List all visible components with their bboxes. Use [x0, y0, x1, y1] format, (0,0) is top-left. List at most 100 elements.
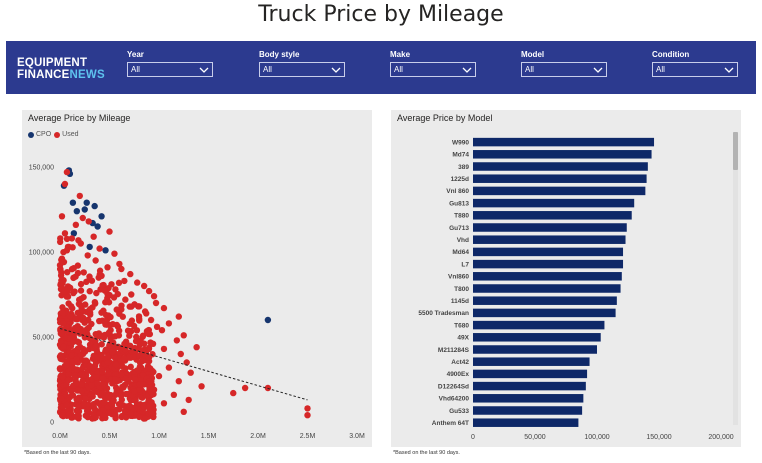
- used-point[interactable]: [111, 250, 118, 257]
- used-point[interactable]: [241, 384, 249, 392]
- used-point[interactable]: [118, 265, 125, 273]
- bar[interactable]: [473, 235, 626, 244]
- used-point[interactable]: [160, 304, 168, 312]
- used-point[interactable]: [122, 296, 129, 303]
- used-point[interactable]: [126, 403, 133, 410]
- used-point[interactable]: [112, 412, 119, 419]
- bar[interactable]: [473, 247, 624, 257]
- used-point[interactable]: [152, 299, 160, 307]
- used-point[interactable]: [177, 350, 184, 358]
- cpo-point[interactable]: [73, 208, 81, 215]
- used-point[interactable]: [153, 323, 161, 330]
- bar[interactable]: [473, 369, 588, 379]
- bar[interactable]: [473, 223, 627, 232]
- used-point[interactable]: [86, 276, 93, 283]
- used-point[interactable]: [160, 400, 168, 407]
- used-point[interactable]: [104, 264, 111, 271]
- used-point[interactable]: [80, 269, 87, 276]
- cpo-point[interactable]: [83, 199, 90, 206]
- used-point[interactable]: [193, 344, 200, 351]
- used-point[interactable]: [77, 240, 84, 247]
- bar[interactable]: [473, 406, 583, 415]
- used-point[interactable]: [121, 277, 128, 285]
- used-point[interactable]: [74, 262, 82, 269]
- used-point[interactable]: [79, 214, 86, 222]
- used-point[interactable]: [183, 359, 190, 366]
- used-point[interactable]: [58, 255, 66, 262]
- used-point[interactable]: [61, 230, 69, 237]
- cpo-point[interactable]: [98, 213, 105, 220]
- used-point[interactable]: [173, 337, 181, 344]
- used-point[interactable]: [90, 233, 97, 240]
- used-point[interactable]: [145, 354, 153, 361]
- used-point[interactable]: [150, 293, 158, 300]
- used-point[interactable]: [58, 213, 66, 220]
- bar[interactable]: [473, 272, 622, 281]
- scrollbar-thumb[interactable]: [733, 132, 738, 170]
- bar[interactable]: [473, 381, 586, 391]
- scrollbar-track[interactable]: [733, 132, 738, 425]
- cpo-point[interactable]: [94, 223, 101, 230]
- bar[interactable]: [473, 333, 601, 342]
- used-point[interactable]: [170, 391, 178, 398]
- bar[interactable]: [473, 150, 652, 159]
- used-point[interactable]: [141, 308, 149, 315]
- used-point[interactable]: [96, 245, 103, 252]
- make-dropdown[interactable]: All: [390, 62, 476, 77]
- used-point[interactable]: [180, 332, 187, 339]
- cpo-point[interactable]: [264, 316, 272, 324]
- used-point[interactable]: [68, 235, 76, 242]
- used-point[interactable]: [155, 372, 163, 380]
- scatter-plot[interactable]: 0 50,000 100,000 150,000 0.0M 0.5M 1.0M 1.5M 2.0…: [22, 110, 372, 447]
- cpo-point[interactable]: [70, 230, 78, 237]
- bar[interactable]: [473, 308, 616, 318]
- used-point[interactable]: [85, 218, 92, 225]
- condition-dropdown[interactable]: All: [652, 62, 738, 77]
- used-point[interactable]: [92, 257, 99, 264]
- bar-chart[interactable]: W990 Md74 389 1225d Vnl 860 Gu813 T880 Gu713 Vhd…: [391, 110, 741, 447]
- legend-item-cpo[interactable]: CPO: [28, 131, 51, 138]
- used-point[interactable]: [140, 282, 148, 290]
- used-point[interactable]: [76, 192, 83, 200]
- legend-item-used[interactable]: Used: [54, 131, 79, 138]
- used-point[interactable]: [116, 260, 123, 268]
- bar[interactable]: [473, 174, 647, 183]
- bar[interactable]: [473, 259, 624, 269]
- used-point[interactable]: [175, 313, 182, 320]
- used-point[interactable]: [147, 316, 155, 324]
- used-point[interactable]: [98, 272, 105, 279]
- used-point[interactable]: [187, 369, 194, 376]
- bar[interactable]: [473, 418, 579, 427]
- used-point[interactable]: [108, 281, 115, 288]
- used-point[interactable]: [72, 221, 80, 228]
- used-point[interactable]: [84, 252, 91, 259]
- used-point[interactable]: [145, 403, 153, 410]
- used-point[interactable]: [198, 383, 205, 390]
- cpo-point[interactable]: [86, 243, 93, 251]
- bar[interactable]: [473, 284, 621, 293]
- bar[interactable]: [473, 320, 605, 330]
- bar[interactable]: [473, 162, 648, 171]
- used-point[interactable]: [96, 410, 103, 417]
- used-point[interactable]: [61, 180, 69, 188]
- used-point[interactable]: [304, 405, 311, 412]
- used-point[interactable]: [145, 287, 153, 295]
- used-point[interactable]: [230, 389, 237, 397]
- bar[interactable]: [473, 186, 646, 196]
- used-point[interactable]: [150, 386, 158, 393]
- bar[interactable]: [473, 211, 632, 220]
- used-point[interactable]: [131, 388, 138, 395]
- used-point[interactable]: [136, 303, 143, 310]
- cpo-point[interactable]: [69, 199, 77, 206]
- used-point[interactable]: [139, 381, 147, 388]
- year-dropdown[interactable]: All: [127, 62, 213, 77]
- used-point[interactable]: [106, 228, 113, 235]
- used-point[interactable]: [165, 320, 173, 327]
- bar[interactable]: [473, 296, 617, 305]
- cpo-point[interactable]: [91, 202, 98, 210]
- used-point[interactable]: [118, 371, 125, 378]
- body-style-dropdown[interactable]: All: [259, 62, 345, 77]
- used-point[interactable]: [112, 286, 119, 293]
- used-point[interactable]: [127, 270, 134, 278]
- used-point[interactable]: [158, 327, 166, 334]
